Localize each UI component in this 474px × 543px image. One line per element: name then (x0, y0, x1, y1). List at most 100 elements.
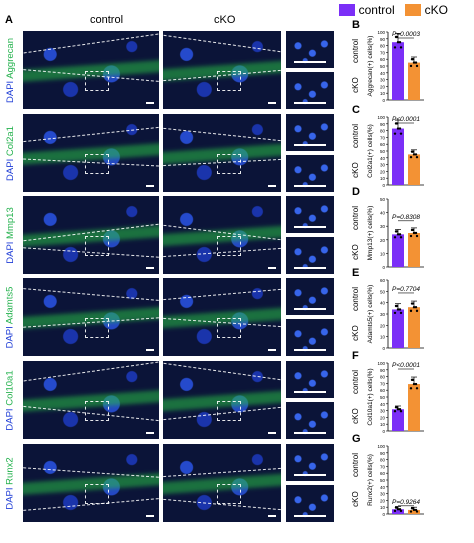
y-tick-label: 0 (382, 183, 385, 188)
y-tick-label: 100 (377, 444, 385, 449)
scale-bar (268, 349, 276, 351)
y-tick-label: 70 (380, 381, 386, 386)
y-axis-label: Mmp13(+) cells(%) (367, 206, 374, 261)
data-point (394, 122, 398, 125)
data-point (398, 41, 402, 44)
legend-label-cko: cKO (424, 3, 448, 17)
cko-micrograph (162, 360, 282, 440)
y-tick-label: 40 (380, 485, 386, 490)
data-point (398, 233, 402, 236)
data-point (410, 228, 414, 232)
data-point (394, 506, 398, 509)
control-inset (285, 195, 335, 234)
data-point (399, 46, 403, 49)
panel-letter-c: C (352, 104, 360, 116)
y-tick-label: 0 (382, 429, 385, 434)
y-tick-label: 80 (380, 458, 386, 463)
data-point (410, 150, 414, 153)
data-point (410, 302, 414, 305)
category-label-cko: cKO (351, 244, 360, 260)
data-point (393, 311, 397, 315)
data-point (415, 387, 419, 390)
p-value-label: P=0.9264 (392, 499, 420, 506)
category-label-control: control (351, 370, 360, 394)
data-point (415, 64, 419, 68)
data-point (396, 127, 400, 130)
bar-cko (408, 233, 420, 267)
control-inset (285, 443, 335, 482)
y-tick-label: 90 (380, 37, 386, 42)
panel-letter-a: A (5, 14, 13, 26)
y-tick-label: 100 (377, 115, 385, 120)
data-point (396, 41, 400, 44)
y-tick-label: 20 (380, 415, 386, 420)
panel-letter-b: B (352, 19, 360, 31)
bar-control (392, 234, 404, 267)
legend-item-control: control (338, 3, 395, 17)
data-point (410, 507, 414, 510)
data-point (415, 234, 419, 238)
y-tick-label: 40 (380, 71, 386, 76)
control-micrograph (22, 360, 160, 440)
data-point (412, 231, 416, 235)
data-point (414, 382, 418, 386)
y-tick-label: 80 (380, 44, 386, 49)
category-label-control: control (351, 124, 360, 148)
scale-bar (146, 267, 154, 269)
bar-cko (408, 62, 420, 100)
data-point (399, 311, 403, 315)
data-point (393, 409, 397, 413)
cko-micrograph (162, 443, 282, 523)
control-micrograph (22, 30, 160, 110)
inset-region-box (85, 484, 110, 504)
category-label-cko: cKO (351, 325, 360, 341)
control-micrograph (22, 277, 160, 357)
inset-region-box (217, 484, 241, 504)
y-tick-label: 50 (380, 149, 386, 154)
cko-inset (285, 154, 335, 193)
y-tick-label: 70 (380, 464, 386, 469)
y-axis-label: Aggrecan(+) cells(%) (367, 36, 374, 97)
scale-bar (146, 349, 154, 351)
y-tick-label: 50 (380, 289, 386, 294)
data-point (409, 64, 413, 68)
p-value-label: P<0.0001 (392, 116, 420, 123)
data-point (398, 308, 402, 311)
bar-cko (408, 384, 420, 431)
y-tick-label: 20 (380, 238, 386, 243)
data-point (410, 58, 414, 61)
y-tick-label: 30 (380, 224, 386, 229)
data-point (409, 155, 413, 159)
data-point (415, 155, 419, 159)
category-label-cko: cKO (351, 162, 360, 178)
cko-inset (285, 236, 335, 275)
y-tick-label: 40 (380, 156, 386, 161)
legend-swatch-cko (404, 4, 421, 16)
data-point (398, 127, 402, 130)
bar-cko (408, 154, 420, 185)
y-tick-label: 40 (380, 402, 386, 407)
p-value-label: P=0.8308 (392, 214, 420, 221)
inset-region-box (217, 71, 241, 91)
data-point (415, 309, 419, 313)
data-point (393, 236, 397, 239)
y-tick-label: 40 (380, 301, 386, 306)
inset-region-box (217, 154, 241, 174)
cko-micrograph (162, 113, 282, 193)
data-point (396, 508, 400, 511)
y-tick-label: 10 (380, 505, 386, 510)
p-value-label: P=0.0003 (392, 31, 420, 38)
scale-bar (268, 432, 276, 434)
bar-control (392, 509, 404, 514)
cko-inset (285, 401, 335, 440)
data-point (399, 409, 403, 413)
category-label-cko: cKO (351, 77, 360, 93)
cko-inset (285, 318, 335, 357)
control-micrograph (22, 113, 160, 193)
data-point (396, 233, 400, 236)
y-tick-label: 70 (380, 50, 386, 55)
data-point (398, 408, 402, 411)
y-tick-label: 90 (380, 451, 386, 456)
y-tick-label: 60 (380, 142, 386, 147)
